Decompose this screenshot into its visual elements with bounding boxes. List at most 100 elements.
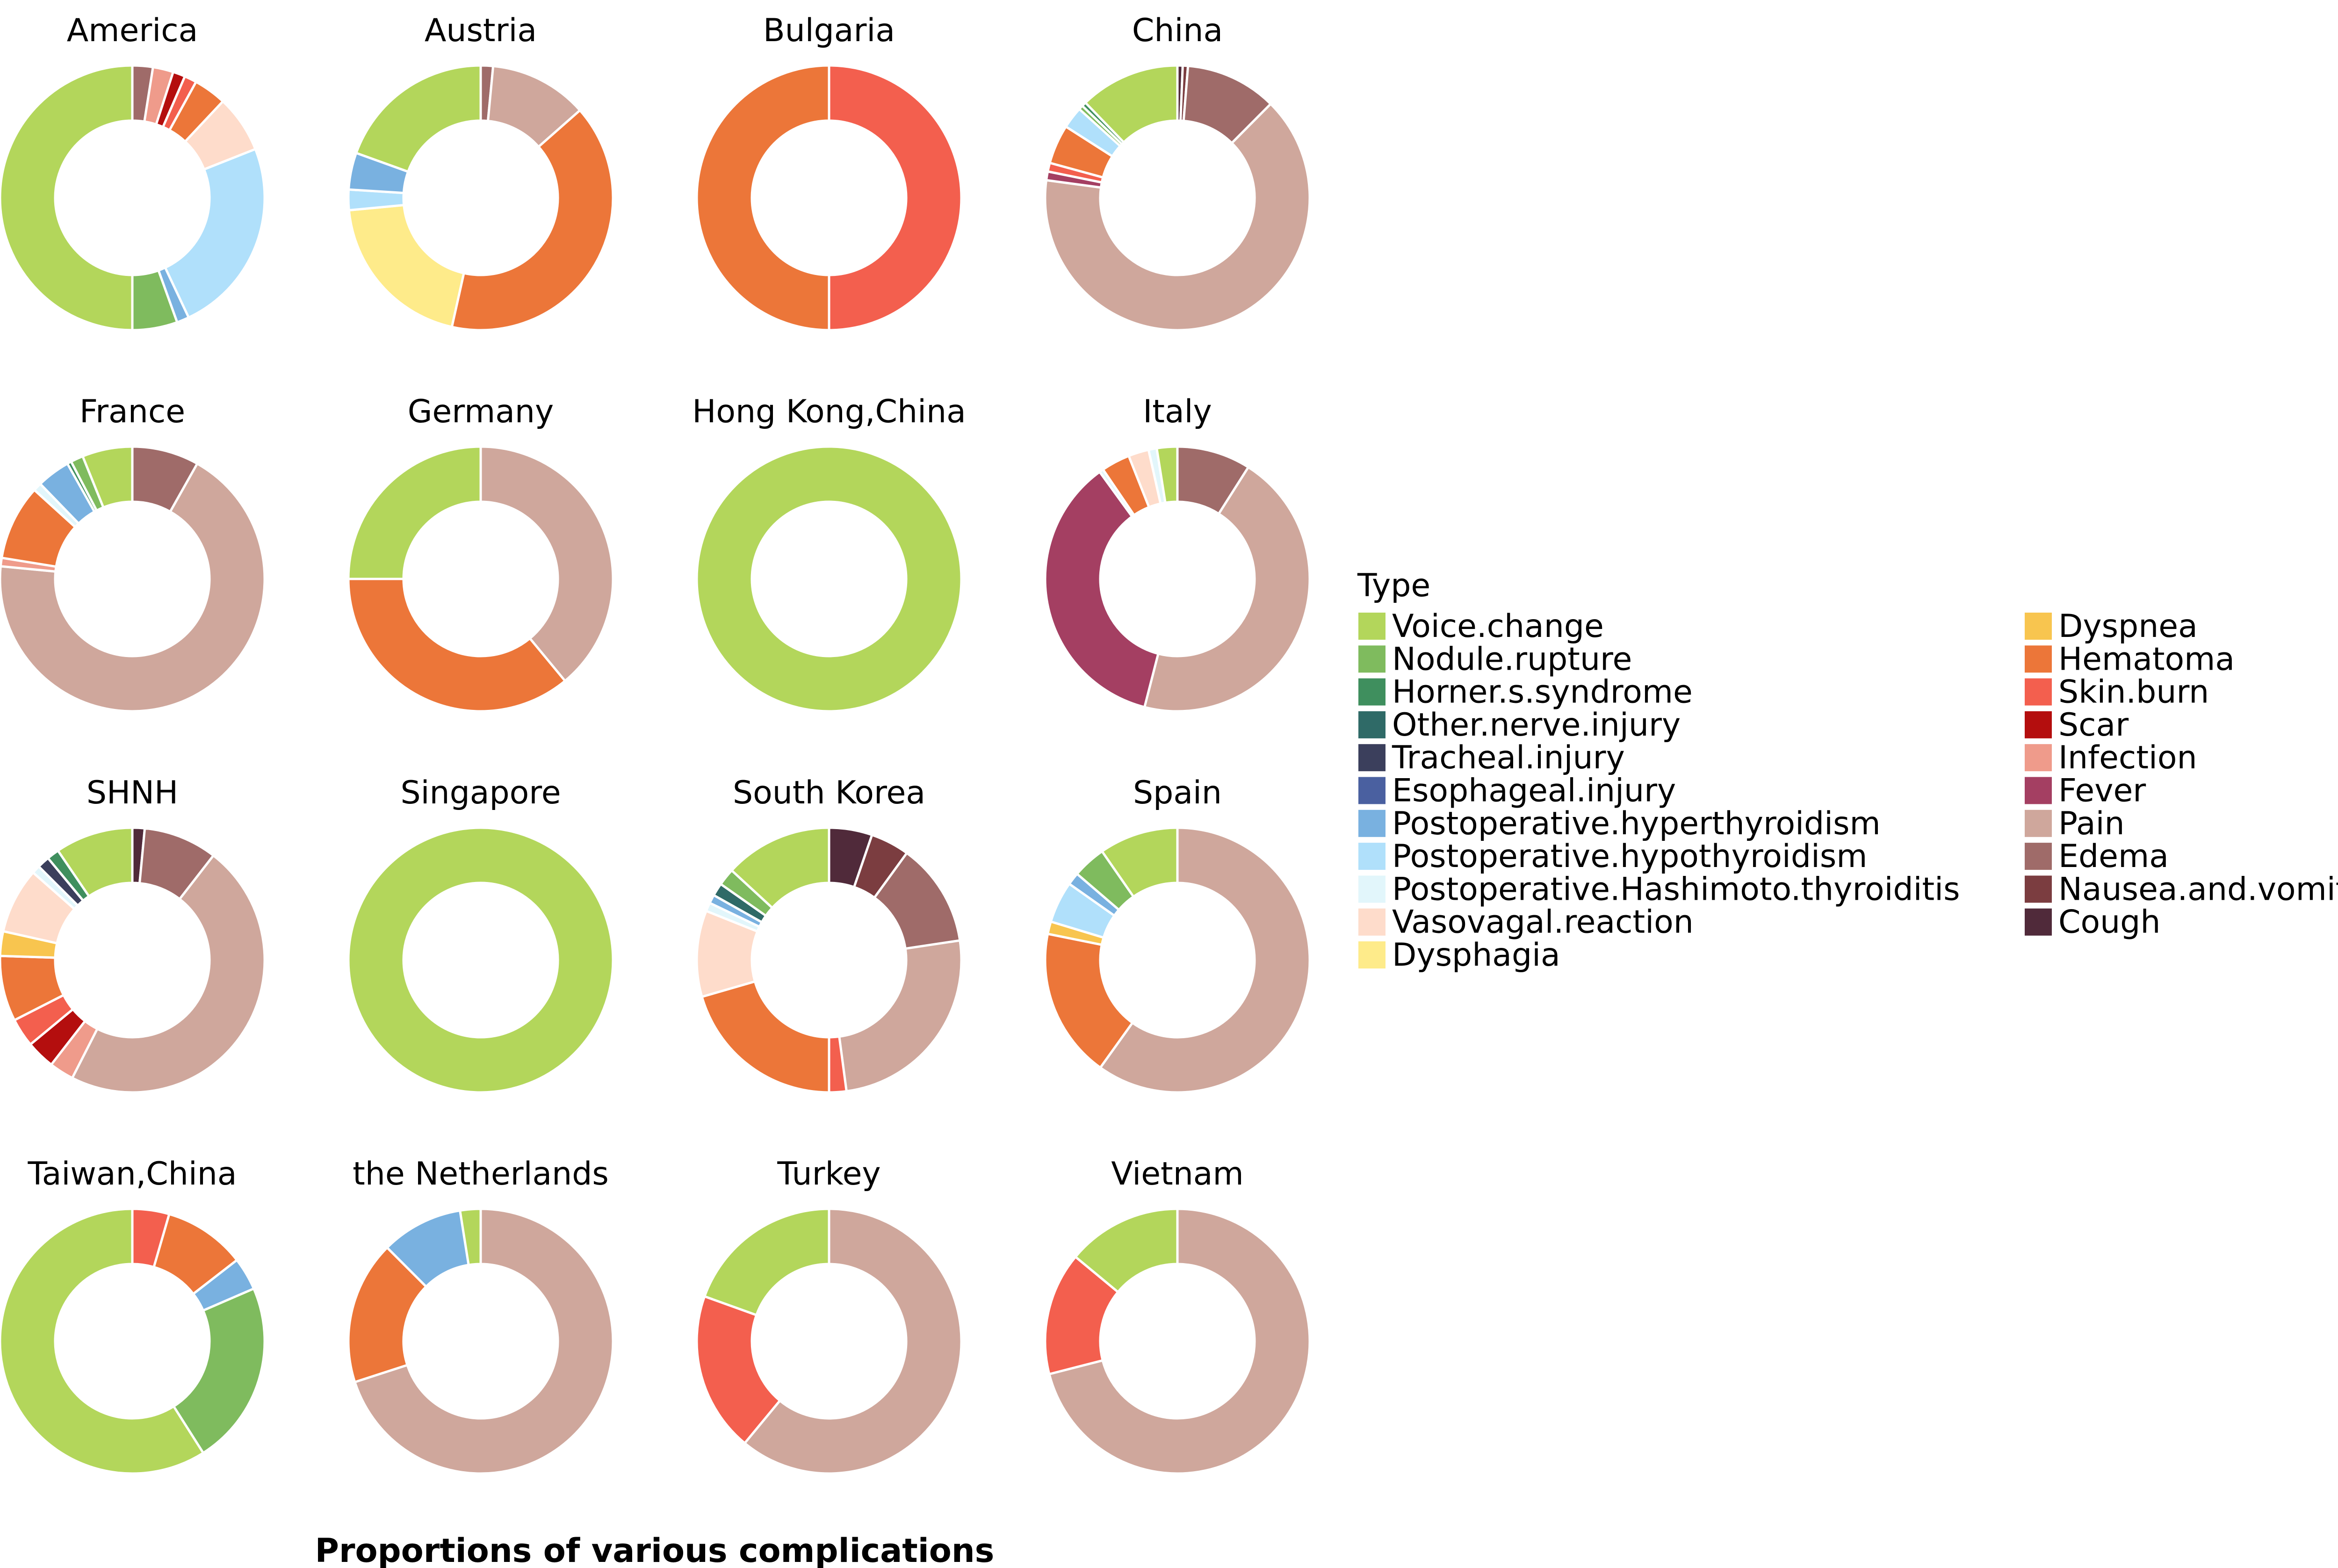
slice-pain (354, 1207, 614, 1475)
legend-label: Postoperative.hypothyroidism (1392, 838, 1868, 875)
legend-label: Scar (2058, 707, 2129, 744)
legend: Type Voice.changeNodule.ruptureHorner.s.… (1357, 567, 2338, 974)
legend-title: Type (1357, 567, 1430, 604)
slice-voice-change (81, 445, 134, 509)
figure-caption: Proportions of various complications (315, 1532, 995, 1568)
legend-key (1358, 711, 1385, 738)
donut-title: Bulgaria (763, 12, 895, 49)
legend-key (2025, 875, 2052, 903)
slice-skin-burn (695, 1295, 781, 1445)
legend-key (2025, 613, 2052, 640)
slice-voice-change (730, 826, 830, 909)
legend-item-cough: Cough (2025, 904, 2160, 941)
slice-voice-change (347, 445, 482, 580)
donut-title: Singapore (400, 774, 561, 811)
slice-voice-change (347, 826, 614, 1094)
donut-taiwan-china: Taiwan,China (0, 1156, 266, 1475)
legend-item-nodule-rupture: Nodule.rupture (1358, 641, 1632, 678)
donut-turkey: Turkey (695, 1156, 963, 1475)
donut-title: the Netherlands (353, 1156, 609, 1192)
legend-key (2025, 744, 2052, 772)
legend-label: Nodule.rupture (1392, 641, 1632, 678)
donut-france: France (0, 393, 266, 713)
legend-item-postoperative-hypothyroidism: Postoperative.hypothyroidism (1358, 838, 1868, 875)
slice-pain (71, 854, 266, 1094)
donut-spain: Spain (1044, 774, 1311, 1094)
legend-key (1358, 777, 1385, 804)
donut-title: SHNH (87, 774, 178, 811)
donut-title: Turkey (777, 1156, 880, 1192)
legend-label: Cough (2058, 904, 2160, 941)
slice-voice-change (1101, 826, 1179, 898)
donut-title: Spain (1133, 774, 1222, 811)
legend-item-postoperative-hyperthyroidism: Postoperative.hyperthyroidism (1358, 805, 1881, 842)
legend-label: Dysphagia (1392, 937, 1560, 974)
legend-label: Vasovagal.reaction (1392, 904, 1694, 941)
slice-nodule-rupture (172, 1287, 266, 1454)
legend-key (1358, 613, 1385, 640)
slice-pain (1044, 102, 1311, 332)
legend-label: Postoperative.Hashimoto.thyroiditis (1392, 871, 1960, 908)
legend-item-tracheal-injury: Tracheal.injury (1358, 739, 1625, 776)
slice-skin-burn (828, 64, 963, 332)
legend-label: Skin.burn (2058, 674, 2209, 711)
slice-pain (0, 462, 266, 713)
legend-label: Pain (2058, 805, 2125, 842)
donut-title: Austria (425, 12, 537, 49)
donut-title: Germany (408, 393, 554, 430)
legend-label: Esophageal.injury (1392, 773, 1676, 809)
legend-key (2025, 908, 2052, 936)
donut-germany: Germany (347, 393, 614, 713)
donut-title: France (79, 393, 185, 430)
legend-item-horner-s-syndrome: Horner.s.syndrome (1358, 674, 1693, 711)
legend-label: Postoperative.hyperthyroidism (1392, 805, 1881, 842)
slice-voice-change (0, 1207, 205, 1475)
slice-hematoma (700, 980, 830, 1094)
legend-label: Tracheal.injury (1392, 739, 1625, 776)
legend-label: Horner.s.syndrome (1392, 674, 1693, 711)
legend-key (1358, 908, 1385, 936)
legend-label: Edema (2058, 838, 2169, 875)
donut-title: Vietnam (1111, 1156, 1243, 1192)
donut-title: China (1132, 12, 1223, 49)
legend-label: Fever (2058, 773, 2146, 809)
donut-america: America (0, 12, 266, 332)
slice-hematoma (695, 64, 830, 332)
legend-item-vasovagal-reaction: Vasovagal.reaction (1358, 904, 1694, 941)
slice-fever (1044, 470, 1160, 708)
slice-dysphagia (347, 204, 465, 328)
legend-item-esophageal-injury: Esophageal.injury (1358, 773, 1676, 809)
legend-label: Infection (2058, 739, 2197, 776)
donut-title: Taiwan,China (27, 1156, 237, 1192)
legend-label: Nausea.and.vomiting (2058, 871, 2338, 908)
slice-voice-change (1084, 64, 1179, 144)
slice-voice-change (459, 1207, 482, 1266)
donut-italy: Italy (1044, 393, 1311, 713)
donut-title: Hong Kong,China (692, 393, 966, 430)
legend-key (1358, 645, 1385, 673)
slice-voice-change (703, 1207, 830, 1316)
slice-hematoma (347, 1246, 427, 1383)
legend-key (1358, 941, 1385, 968)
legend-item-hematoma: Hematoma (2025, 641, 2235, 678)
donut-vietnam: Vietnam (1044, 1156, 1311, 1475)
legend-item-infection: Infection (2025, 739, 2197, 776)
donut-title: Italy (1143, 393, 1212, 430)
legend-item-scar: Scar (2025, 707, 2129, 744)
slice-voice-change (0, 64, 134, 332)
donut-title: South Korea (733, 774, 925, 811)
slice-hematoma (1044, 932, 1134, 1069)
legend-key (2025, 777, 2052, 804)
legend-item-skin-burn: Skin.burn (2025, 674, 2209, 711)
legend-item-postoperative-hashimoto-thyroiditis: Postoperative.Hashimoto.thyroiditis (1358, 871, 1960, 908)
slice-pain (1048, 1207, 1311, 1475)
donut-hong-kong-china: Hong Kong,China (692, 393, 966, 713)
slice-hematoma (347, 578, 566, 713)
slice-voice-change (1074, 1207, 1179, 1293)
legend-item-fever: Fever (2025, 773, 2146, 809)
legend-key (2025, 843, 2052, 870)
legend-label: Voice.change (1392, 608, 1604, 645)
donut-south-korea: South Korea (695, 774, 963, 1094)
legend-item-edema: Edema (2025, 838, 2169, 875)
